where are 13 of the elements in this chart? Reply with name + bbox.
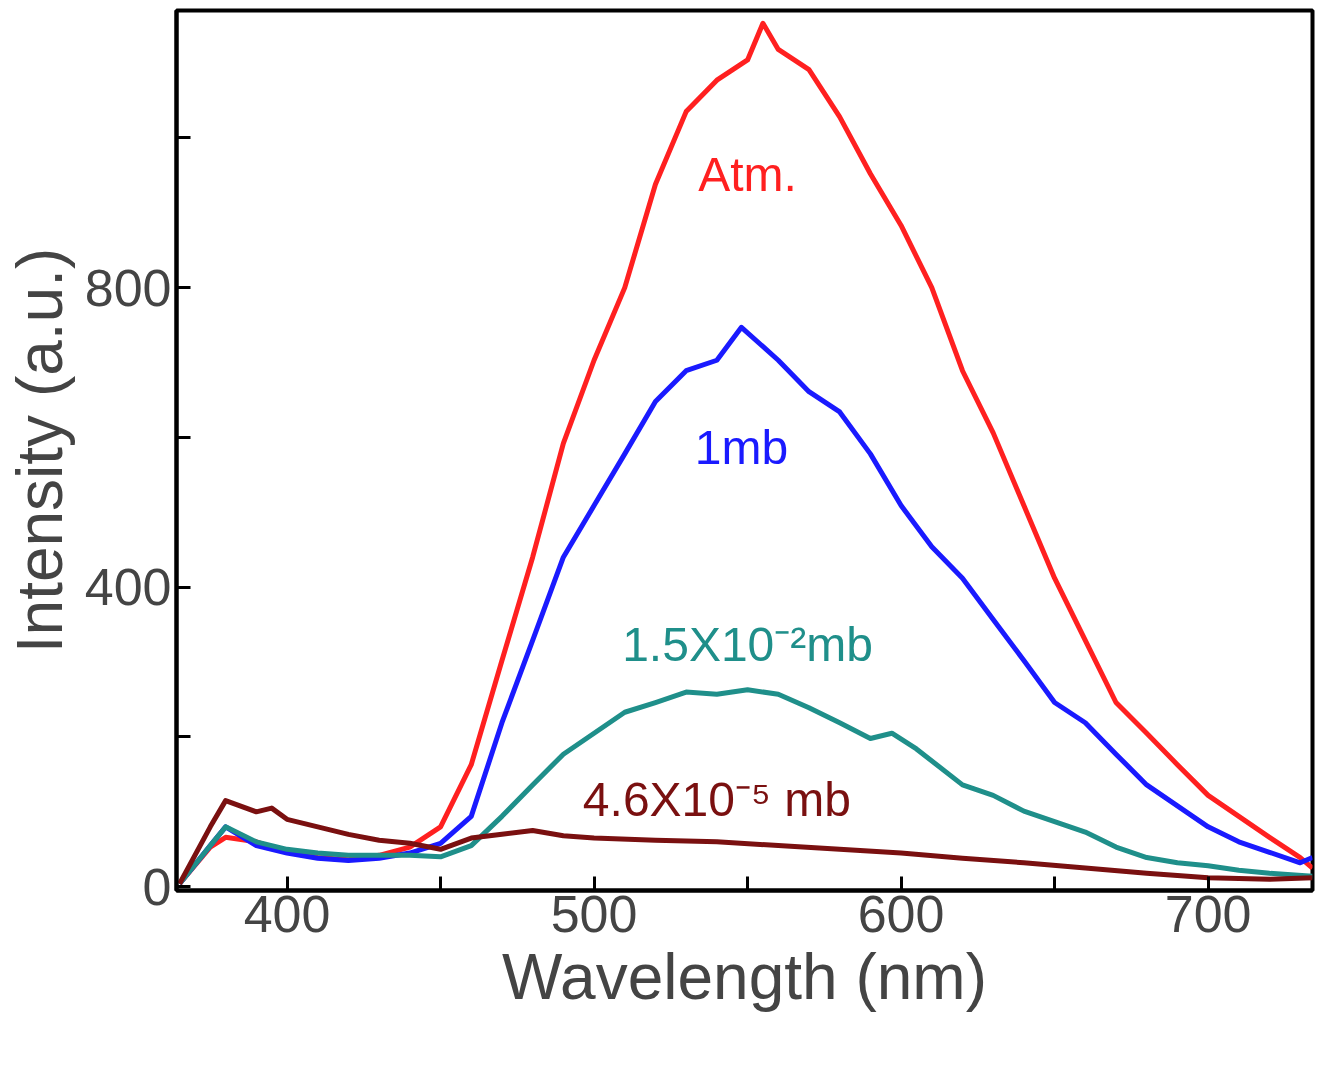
series-label: 1.5X10⁻²mb (622, 618, 873, 672)
y-tick-label: 800 (84, 258, 172, 317)
x-tick-label: 400 (243, 884, 331, 943)
x-tick-label: 700 (1164, 884, 1252, 943)
series-label: 1mb (694, 420, 789, 474)
series-label: Atm. (698, 148, 797, 202)
x-axis-title: Wavelength (nm) (502, 940, 987, 1013)
y-tick-label: 0 (142, 857, 172, 916)
y-axis-title: Intensity (a.u.) (3, 247, 76, 654)
x-tick-label: 600 (857, 884, 945, 943)
series-label: 4.6X10⁻⁵ mb (582, 773, 851, 827)
x-tick-label: 500 (550, 884, 638, 943)
y-tick-label: 400 (84, 558, 172, 617)
